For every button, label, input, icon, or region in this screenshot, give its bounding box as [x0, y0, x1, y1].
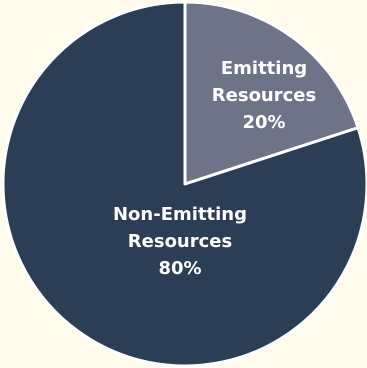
pie-slice-label-line-1-0: Non-Emitting — [113, 204, 247, 225]
pie-slice-label-0: Emitting Resources 20% — [212, 58, 316, 133]
pie-slice-percent-1: 80% — [158, 258, 201, 279]
pie-slice-label-line-0-0: Emitting — [221, 58, 307, 79]
pie-slice-label-1: Non-Emitting Resources 80% — [113, 204, 247, 279]
pie-slice-label-line-0-1: Resources — [212, 85, 316, 106]
pie-slice-percent-0: 20% — [242, 112, 285, 133]
pie-slice-0 — [183, 0, 360, 186]
pie-slice-label-line-1-1: Resources — [128, 231, 232, 252]
